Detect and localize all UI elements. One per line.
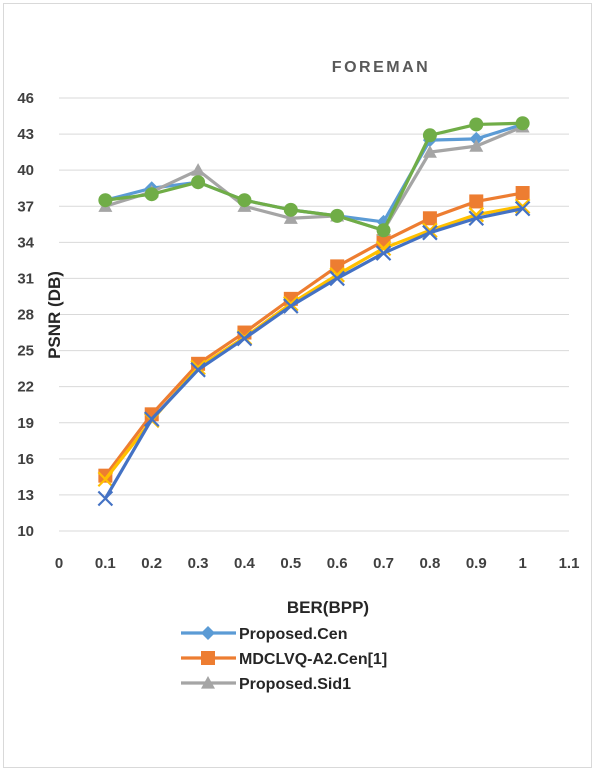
data-point bbox=[422, 145, 437, 158]
y-tick-label: 22 bbox=[17, 379, 34, 396]
data-point bbox=[97, 471, 114, 488]
data-point bbox=[330, 208, 345, 223]
legend-marker bbox=[201, 626, 215, 640]
x-tick-label: 0.9 bbox=[466, 555, 487, 572]
x-tick-label: 1 bbox=[518, 555, 526, 572]
y-tick-label: 46 bbox=[17, 90, 34, 107]
data-point bbox=[283, 298, 299, 314]
data-point bbox=[190, 362, 206, 378]
legend: Proposed.Cen MDCLVQ-A2.Cen[1] Proposed.Sid… bbox=[181, 626, 387, 693]
x-tick-label: 0.1 bbox=[95, 555, 116, 572]
y-tick-label: 31 bbox=[17, 270, 34, 287]
data-point bbox=[190, 359, 206, 376]
x-tick-label: 0.7 bbox=[373, 555, 394, 572]
y-tick-label: 13 bbox=[17, 487, 34, 504]
series-line bbox=[104, 204, 523, 481]
legend-item: MDCLVQ-A2.Cen[1] bbox=[181, 651, 387, 668]
chart-frame bbox=[3, 3, 592, 768]
data-point bbox=[97, 490, 114, 507]
y-tick-label: 10 bbox=[17, 523, 34, 540]
data-point bbox=[515, 116, 530, 131]
data-point bbox=[375, 245, 392, 261]
x-tick-label: 0.2 bbox=[141, 555, 162, 572]
legend-item: Proposed.Sid1 bbox=[181, 676, 351, 693]
data-point bbox=[98, 468, 113, 483]
legend-label: Proposed.Sid1 bbox=[239, 676, 351, 693]
series-line bbox=[104, 191, 523, 477]
data-point bbox=[329, 270, 345, 287]
data-point bbox=[375, 240, 392, 257]
series-line bbox=[103, 207, 523, 500]
y-tick-label: 25 bbox=[17, 343, 34, 360]
x-tick-label: 1.1 bbox=[559, 555, 580, 572]
series-layer bbox=[97, 116, 531, 507]
data-point bbox=[236, 330, 253, 347]
y-tick-label: 34 bbox=[17, 234, 34, 251]
data-point bbox=[422, 128, 437, 143]
data-point bbox=[469, 139, 484, 152]
x-tick-label: 0.3 bbox=[188, 555, 209, 572]
data-point bbox=[98, 193, 113, 208]
y-tick-label: 16 bbox=[17, 451, 34, 468]
x-tick-label: 0.4 bbox=[234, 555, 256, 572]
legend-marker bbox=[201, 651, 215, 665]
data-point bbox=[144, 187, 159, 202]
series-line bbox=[104, 125, 524, 232]
y-tick-label: 43 bbox=[17, 126, 34, 143]
x-tick-label: 0.8 bbox=[419, 555, 440, 572]
legend-item: Proposed.Cen bbox=[181, 626, 347, 643]
x-axis-title: BER(BPP) bbox=[287, 598, 369, 617]
legend-label: Proposed.Cen bbox=[239, 626, 347, 643]
y-tick-label: 19 bbox=[17, 415, 34, 432]
y-axis-title: PSNR (DB) bbox=[45, 271, 64, 359]
data-point bbox=[283, 211, 298, 224]
data-point bbox=[468, 210, 485, 227]
y-tick-label: 40 bbox=[17, 162, 34, 179]
data-point bbox=[422, 211, 437, 226]
series-1 bbox=[98, 186, 530, 483]
legend-label: MDCLVQ-A2.Cen[1] bbox=[239, 651, 387, 668]
data-point bbox=[469, 117, 484, 132]
data-point bbox=[515, 186, 530, 201]
data-point bbox=[422, 224, 438, 241]
data-point bbox=[143, 411, 160, 427]
data-point bbox=[283, 202, 298, 217]
data-point bbox=[191, 175, 206, 190]
data-point bbox=[514, 200, 531, 217]
x-tick-label: 0 bbox=[55, 555, 63, 572]
data-point bbox=[191, 163, 206, 176]
data-point bbox=[376, 223, 391, 238]
legend-marker bbox=[201, 676, 215, 689]
series-line bbox=[105, 121, 523, 232]
data-point bbox=[237, 193, 252, 208]
x-tick-label: 0.6 bbox=[327, 555, 348, 572]
y-tick-label: 28 bbox=[17, 307, 34, 324]
chart-title: FOREMAN bbox=[332, 59, 430, 76]
gridlines bbox=[59, 97, 569, 532]
series-5 bbox=[98, 116, 530, 238]
series-4 bbox=[97, 200, 531, 507]
y-tick-label: 37 bbox=[17, 198, 34, 215]
data-point bbox=[469, 131, 484, 146]
tick-labels: 10 13 16 19 22 25 28 31 34 37 40 43 46 0 0.1 0.2 0.3 0.4 0… bbox=[17, 90, 579, 572]
x-tick-label: 0.5 bbox=[280, 555, 301, 572]
data-point bbox=[469, 194, 484, 209]
